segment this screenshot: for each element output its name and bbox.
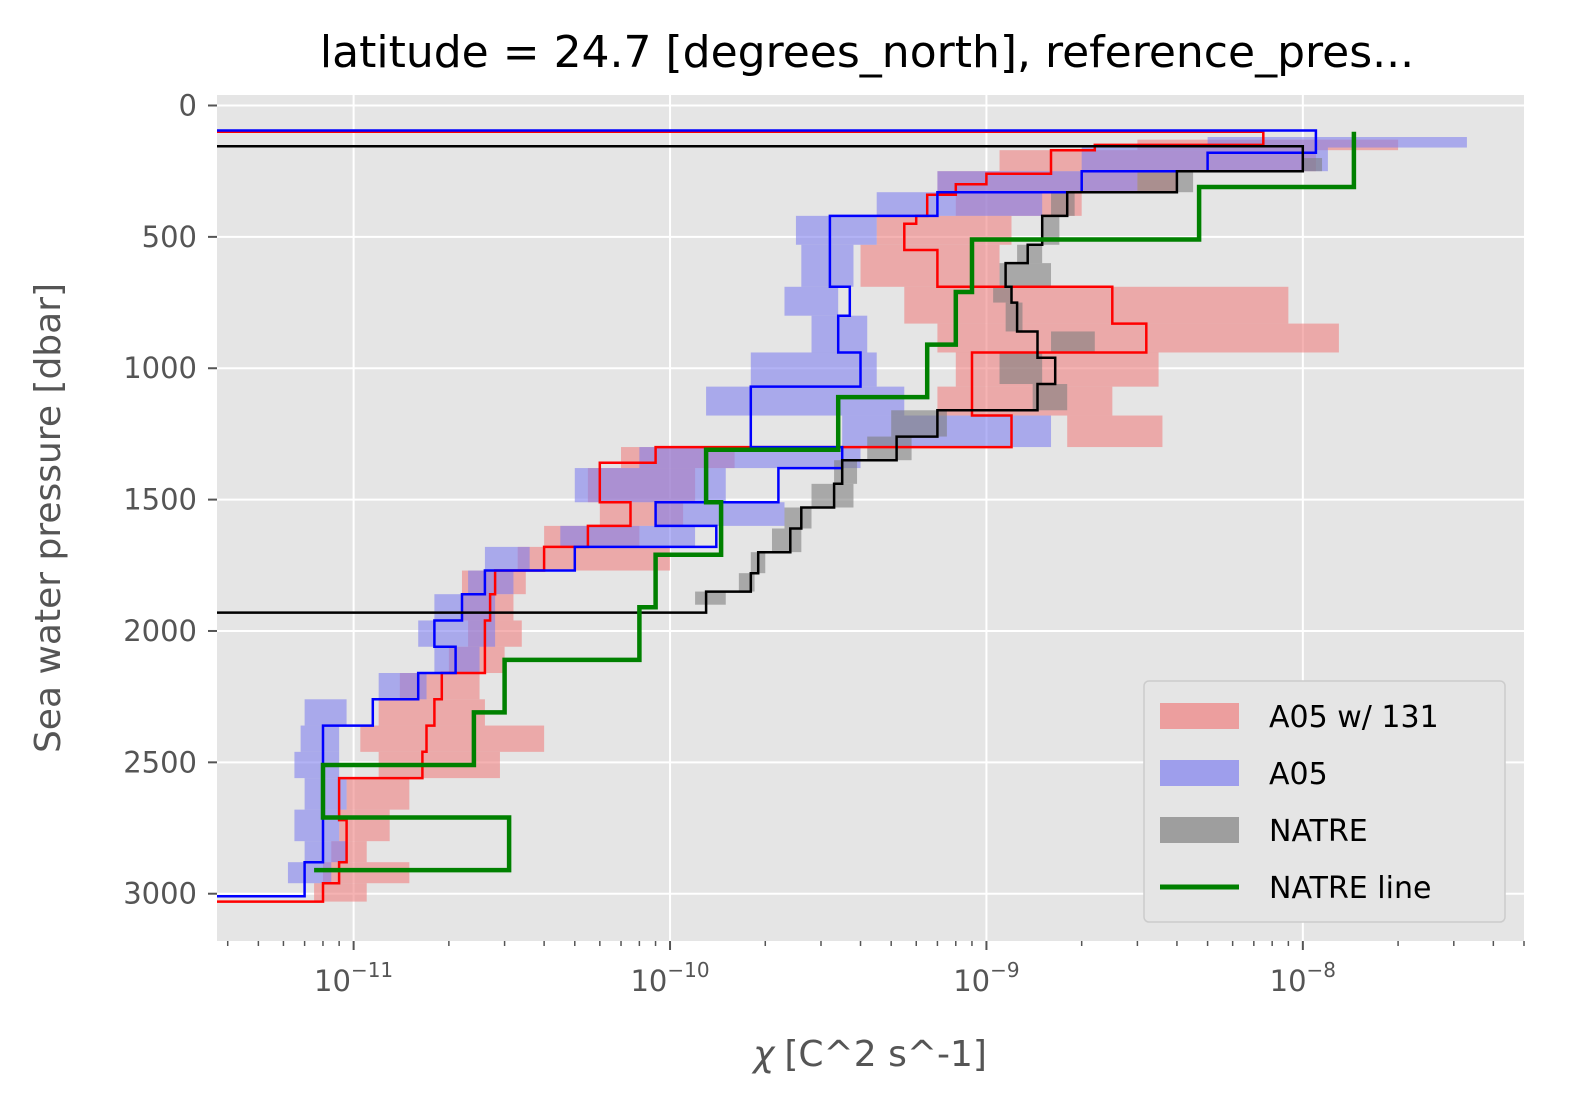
y-axis: 0 500 1000 1500 2000 2500 3000	[123, 89, 217, 911]
band-bin	[434, 646, 480, 674]
band-bin	[784, 286, 839, 316]
band-bin	[517, 546, 671, 571]
band-bin	[560, 525, 696, 547]
step-line	[314, 131, 1357, 873]
band-bin	[937, 323, 1339, 353]
band-bin	[378, 699, 485, 726]
band-bin	[1051, 192, 1075, 216]
y-tick-label: 3000	[123, 877, 197, 911]
legend-swatch-a05-w131	[1160, 703, 1239, 729]
legend-label-natre-line: NATRE line	[1269, 871, 1431, 906]
band-bin	[322, 862, 410, 884]
band-bin	[801, 244, 854, 287]
legend-swatch-natre	[1160, 817, 1239, 843]
y-tick-label: 0	[179, 89, 197, 123]
x-tick-label: 10−8	[1270, 958, 1336, 998]
y-tick-label: 1500	[123, 483, 197, 517]
x-axis-label: χ [C^2 s^-1]	[751, 1034, 987, 1075]
band-bin	[1051, 331, 1095, 353]
band-bin	[346, 778, 410, 810]
band-bin	[639, 447, 861, 469]
x-axis: 10−11 10−10 10−9 10−8	[226, 941, 1525, 998]
y-tick-label: 500	[142, 220, 197, 254]
band-bin	[784, 507, 812, 529]
band-bin	[834, 460, 858, 484]
x-tick-label: 10−11	[314, 958, 393, 998]
band-bin	[574, 468, 726, 503]
band-bin	[993, 286, 1012, 303]
legend-label-natre: NATRE	[1269, 814, 1368, 849]
band-bin	[1081, 147, 1328, 172]
legend: A05 w/ 131 A05 NATRE NATRE line	[1143, 680, 1506, 923]
y-tick-label: 2500	[123, 745, 197, 779]
band-bin	[795, 215, 877, 245]
band-bin	[1005, 302, 1023, 332]
band-bin	[484, 546, 530, 571]
band-bin	[876, 192, 1043, 216]
x-tick-label: 10−9	[953, 958, 1019, 998]
y-axis-label: Sea water pressure [dbar]	[28, 283, 69, 753]
band-bin	[750, 352, 877, 387]
x-axis-label-units: [C^2 s^-1]	[784, 1034, 987, 1075]
band-bin	[999, 263, 1052, 287]
band-bin	[314, 883, 367, 902]
legend-label-a05: A05	[1269, 757, 1328, 792]
band-bin	[360, 725, 545, 752]
band-bin	[999, 352, 1043, 385]
band-bin	[434, 594, 496, 621]
band-bin	[418, 620, 496, 647]
legend-label-a05-w131: A05 w/ 131	[1269, 700, 1439, 735]
chart-title: latitude = 24.7 [degrees_north], referen…	[320, 27, 1414, 78]
step-line	[217, 144, 1305, 614]
band-bin	[294, 809, 340, 842]
y-tick-label: 2000	[123, 614, 197, 648]
band-bin	[955, 352, 1159, 387]
band-bin	[1017, 244, 1043, 264]
band-bin	[771, 528, 802, 553]
band-bin	[695, 591, 726, 605]
x-tick-label: 10−10	[630, 958, 709, 998]
legend-swatch-a05	[1160, 760, 1239, 786]
band-bin	[706, 386, 905, 416]
band-bin	[300, 725, 340, 752]
y-tick-label: 1000	[123, 351, 197, 385]
band-bin	[1302, 158, 1323, 172]
band-bin	[860, 244, 1000, 287]
band-bin	[811, 483, 854, 508]
x-axis-label-symbol: χ	[751, 1034, 776, 1075]
band-bin	[1137, 171, 1194, 193]
band-bin	[304, 699, 347, 726]
band-bin	[1067, 415, 1163, 448]
band-bin	[738, 573, 755, 592]
step-line	[217, 130, 1265, 903]
band-layer	[287, 137, 1467, 902]
band-bin	[304, 841, 347, 863]
band-bin	[287, 862, 332, 884]
band-bin	[1207, 137, 1467, 148]
step-line	[217, 129, 1318, 898]
legend-frame	[1143, 680, 1506, 923]
step-layer	[217, 129, 1357, 903]
band-bin	[468, 570, 514, 595]
band-bin	[867, 436, 912, 461]
